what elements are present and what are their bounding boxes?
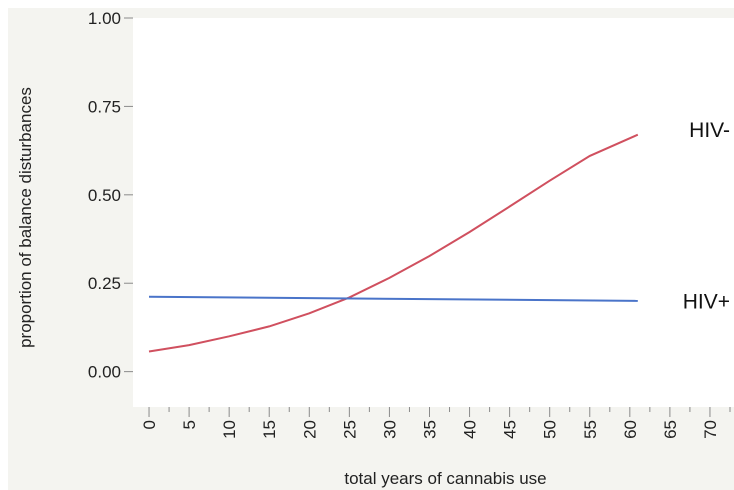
x-tick-label: 50: [541, 420, 560, 439]
series-label-hiv-positive: HIV+: [683, 290, 730, 313]
y-tick-label: 0.75: [88, 97, 121, 116]
x-tick-label: 65: [661, 420, 680, 439]
x-tick-label: 40: [461, 420, 480, 439]
plot-area: [133, 18, 734, 407]
x-tick-label: 15: [260, 420, 279, 439]
x-tick-label: 20: [300, 420, 319, 439]
x-tick-label: 25: [340, 420, 359, 439]
y-axis-title: proportion of balance disturbances: [16, 87, 35, 348]
y-tick-label: 0.25: [88, 274, 121, 293]
x-tick-label: 30: [380, 420, 399, 439]
y-tick-label: 1.00: [88, 9, 121, 28]
x-axis-title: total years of cannabis use: [344, 469, 546, 488]
x-tick-label: 0: [140, 420, 159, 429]
series-line-hiv-positive: [148, 295, 638, 302]
x-tick-label: 55: [581, 420, 600, 439]
x-tick-label: 60: [621, 420, 640, 439]
series-line-hiv-negative: [148, 133, 639, 353]
x-tick-label: 5: [180, 420, 199, 429]
x-tick-label: 45: [501, 420, 520, 439]
x-tick-label: 70: [701, 420, 720, 439]
figure-background: [8, 8, 734, 490]
axes: 0.00 0.25 0.50 0.75 1.00 0 5 10 15 20 25 30 35 40 45 50…: [88, 9, 731, 439]
series-labels: HIV- HIV+: [683, 119, 730, 313]
y-tick-label: 0.00: [88, 363, 121, 382]
y-tick-label: 0.50: [88, 186, 121, 205]
series-label-hiv-negative: HIV-: [689, 119, 730, 142]
series-layer: [148, 133, 639, 353]
x-tick-label: 35: [420, 420, 439, 439]
x-tick-label: 10: [220, 420, 239, 439]
